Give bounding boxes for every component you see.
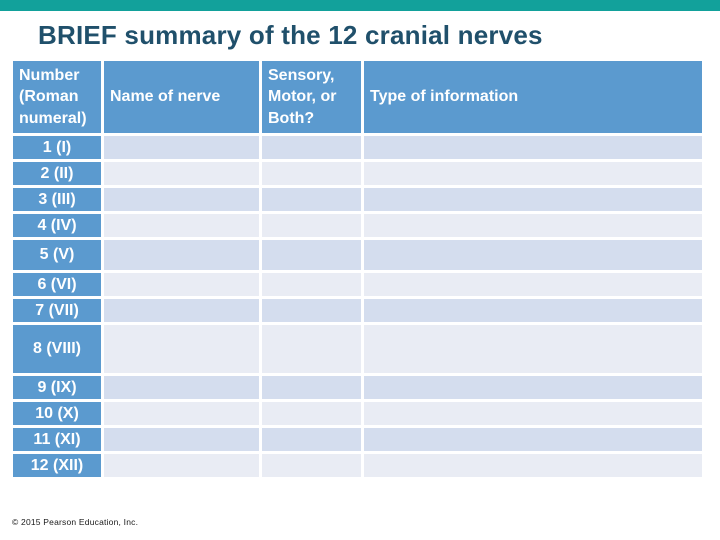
name-cell bbox=[104, 428, 259, 451]
row-number-cell: 8 (VIII) bbox=[13, 325, 101, 373]
row-number-cell: 3 (III) bbox=[13, 188, 101, 211]
type-of-information-cell bbox=[364, 402, 702, 425]
column-header-number: Number (Roman numeral) bbox=[13, 61, 101, 133]
table-row: 10 (X) bbox=[13, 402, 702, 425]
row-number-cell: 6 (VI) bbox=[13, 273, 101, 296]
table-row: 9 (IX) bbox=[13, 376, 702, 399]
row-number-cell: 5 (V) bbox=[13, 240, 101, 270]
name-cell bbox=[104, 214, 259, 237]
sensory-motor-both-cell bbox=[262, 136, 361, 159]
name-cell bbox=[104, 273, 259, 296]
type-of-information-cell bbox=[364, 188, 702, 211]
table-row: 12 (XII) bbox=[13, 454, 702, 477]
sensory-motor-both-cell bbox=[262, 273, 361, 296]
row-number-cell: 1 (I) bbox=[13, 136, 101, 159]
table-row: 8 (VIII) bbox=[13, 325, 702, 373]
name-cell bbox=[104, 240, 259, 270]
table-row: 3 (III) bbox=[13, 188, 702, 211]
row-number-cell: 4 (IV) bbox=[13, 214, 101, 237]
name-cell bbox=[104, 402, 259, 425]
sensory-motor-both-cell bbox=[262, 325, 361, 373]
column-header-sensory-motor-both: Sensory, Motor, or Both? bbox=[262, 61, 361, 133]
page-title: BRIEF summary of the 12 cranial nerves bbox=[38, 20, 543, 50]
type-of-information-cell bbox=[364, 428, 702, 451]
sensory-motor-both-cell bbox=[262, 214, 361, 237]
type-of-information-cell bbox=[364, 273, 702, 296]
row-number-cell: 10 (X) bbox=[13, 402, 101, 425]
table-row: 7 (VII) bbox=[13, 299, 702, 322]
type-of-information-cell bbox=[364, 214, 702, 237]
sensory-motor-both-cell bbox=[262, 454, 361, 477]
name-cell bbox=[104, 376, 259, 399]
name-cell bbox=[104, 454, 259, 477]
sensory-motor-both-cell bbox=[262, 376, 361, 399]
name-cell bbox=[104, 136, 259, 159]
row-number-cell: 2 (II) bbox=[13, 162, 101, 185]
row-number-cell: 9 (IX) bbox=[13, 376, 101, 399]
top-accent-bar bbox=[0, 0, 720, 11]
table-row: 6 (VI) bbox=[13, 273, 702, 296]
table-row: 4 (IV) bbox=[13, 214, 702, 237]
table-row: 2 (II) bbox=[13, 162, 702, 185]
column-header-name: Name of nerve bbox=[104, 61, 259, 133]
type-of-information-cell bbox=[364, 240, 702, 270]
type-of-information-cell bbox=[364, 376, 702, 399]
cranial-nerves-table: Number (Roman numeral) Name of nerve Sen… bbox=[10, 58, 705, 480]
sensory-motor-both-cell bbox=[262, 240, 361, 270]
table-header-row: Number (Roman numeral) Name of nerve Sen… bbox=[13, 61, 702, 133]
row-number-cell: 12 (XII) bbox=[13, 454, 101, 477]
name-cell bbox=[104, 325, 259, 373]
sensory-motor-both-cell bbox=[262, 428, 361, 451]
sensory-motor-both-cell bbox=[262, 188, 361, 211]
name-cell bbox=[104, 162, 259, 185]
sensory-motor-both-cell bbox=[262, 299, 361, 322]
table-row: 5 (V) bbox=[13, 240, 702, 270]
sensory-motor-both-cell bbox=[262, 402, 361, 425]
table-row: 11 (XI) bbox=[13, 428, 702, 451]
name-cell bbox=[104, 299, 259, 322]
type-of-information-cell bbox=[364, 454, 702, 477]
table-row: 1 (I) bbox=[13, 136, 702, 159]
type-of-information-cell bbox=[364, 136, 702, 159]
row-number-cell: 7 (VII) bbox=[13, 299, 101, 322]
name-cell bbox=[104, 188, 259, 211]
type-of-information-cell bbox=[364, 299, 702, 322]
type-of-information-cell bbox=[364, 162, 702, 185]
row-number-cell: 11 (XI) bbox=[13, 428, 101, 451]
copyright-text: © 2015 Pearson Education, Inc. bbox=[12, 517, 139, 527]
column-header-type-of-information: Type of information bbox=[364, 61, 702, 133]
sensory-motor-both-cell bbox=[262, 162, 361, 185]
type-of-information-cell bbox=[364, 325, 702, 373]
